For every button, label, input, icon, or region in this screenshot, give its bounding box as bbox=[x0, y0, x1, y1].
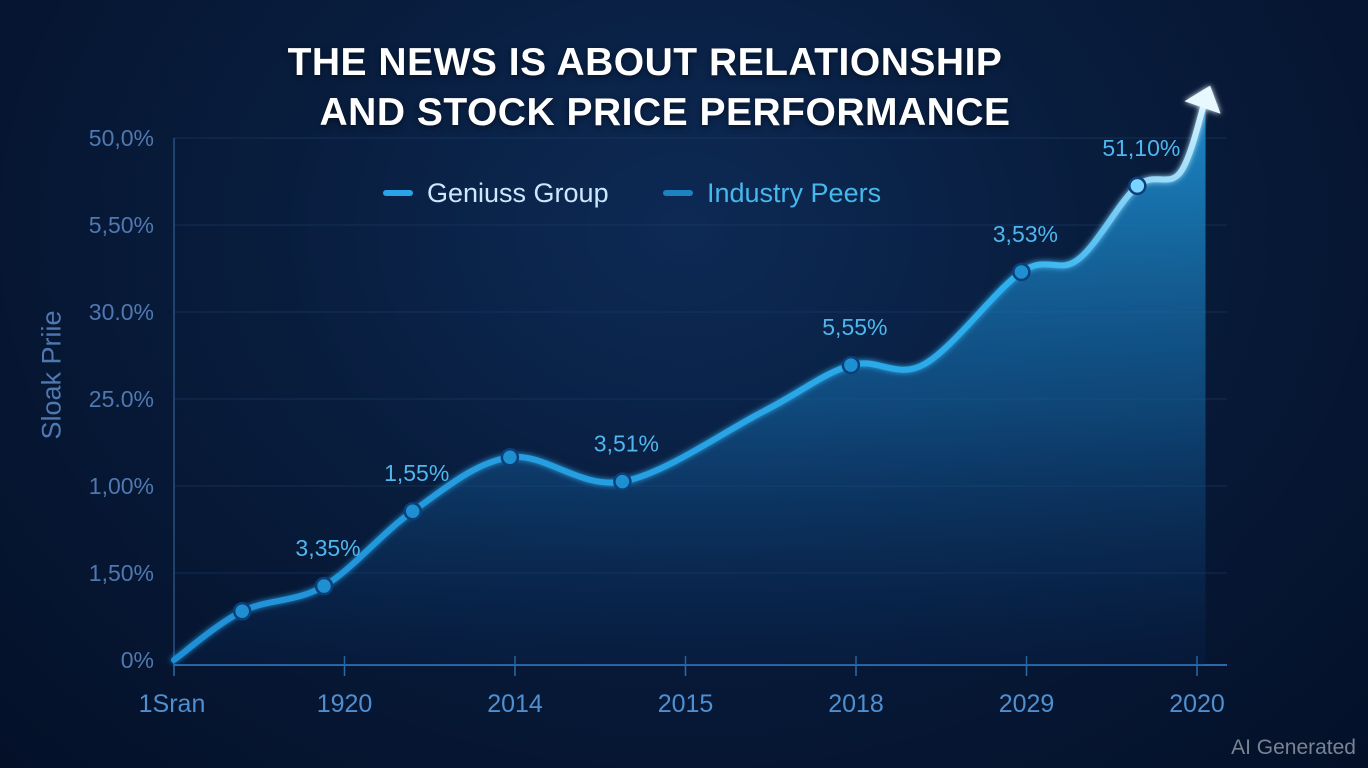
y-tick-label: 5,50% bbox=[89, 212, 154, 238]
x-tick-label: 2014 bbox=[487, 690, 543, 718]
legend-swatch bbox=[663, 190, 693, 196]
x-tick-label: 2018 bbox=[828, 690, 884, 718]
trend-arrow-icon bbox=[1184, 85, 1221, 114]
x-tick-label: 1920 bbox=[317, 690, 373, 718]
x-tick-label: 2015 bbox=[658, 690, 714, 718]
data-label: 1,55% bbox=[384, 460, 449, 486]
data-point bbox=[500, 448, 520, 467]
data-point bbox=[1012, 262, 1031, 282]
chart-title-line-1: THE NEWS IS ABOUT RELATIONSHIP bbox=[287, 41, 1003, 84]
series-area bbox=[174, 98, 1206, 666]
data-label: 3,51% bbox=[594, 431, 659, 457]
chart-title: THE NEWS IS ABOUT RELATIONSHIP AND STOCK… bbox=[0, 38, 1290, 138]
watermark: AI Generated bbox=[1231, 736, 1356, 759]
data-point bbox=[314, 576, 334, 596]
data-label: 5,55% bbox=[822, 314, 887, 340]
y-tick-label: 0% bbox=[121, 647, 154, 673]
data-label: 3,53% bbox=[993, 221, 1058, 247]
data-point bbox=[403, 501, 422, 521]
y-tick-label: 1,00% bbox=[89, 473, 154, 499]
legend-item-industry-peers: Industry Peers bbox=[663, 176, 881, 210]
chart-title-line-2: AND STOCK PRICE PERFORMANCE bbox=[319, 91, 1011, 134]
data-point bbox=[232, 602, 252, 621]
series-line bbox=[171, 95, 1209, 663]
x-tick-label: 2020 bbox=[1169, 690, 1225, 718]
legend-label: Industry Peers bbox=[707, 177, 882, 208]
x-tick-label: 2029 bbox=[999, 690, 1055, 718]
data-point bbox=[613, 472, 632, 491]
y-tick-label: 30.0% bbox=[89, 299, 154, 325]
x-tick-label: 1Sran bbox=[139, 690, 206, 718]
data-label: 51,10% bbox=[1102, 135, 1180, 161]
legend-swatch bbox=[383, 190, 413, 196]
y-axis-label: Sloak Priie bbox=[36, 310, 67, 440]
y-tick-label: 1,50% bbox=[89, 560, 154, 586]
data-point bbox=[1128, 176, 1147, 196]
legend-item-geniuss-group: Geniuss Group bbox=[383, 176, 609, 210]
data-point bbox=[841, 355, 861, 375]
y-tick-label: 25.0% bbox=[89, 386, 154, 412]
legend-label: Geniuss Group bbox=[427, 177, 609, 208]
data-label: 3,35% bbox=[295, 535, 360, 561]
y-tick-label: 50,0% bbox=[89, 125, 154, 151]
